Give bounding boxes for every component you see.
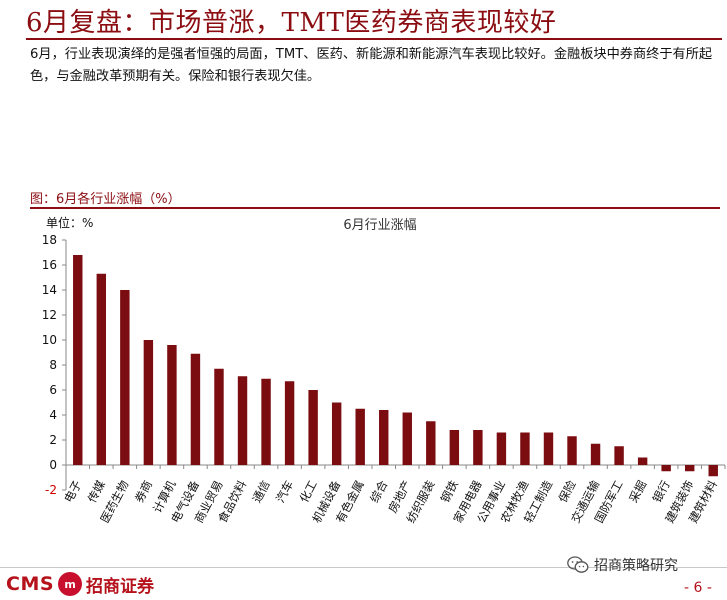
wechat-watermark: 招商策略研究 (567, 555, 678, 575)
bar (331, 402, 342, 465)
bar (167, 345, 177, 465)
bar (661, 465, 671, 472)
figure-divider (30, 207, 720, 209)
bar (637, 457, 648, 465)
x-category-label: 化工 (297, 478, 320, 505)
bar (73, 255, 83, 465)
summary-text: 6月，行业表现演绎的是强者恒强的局面，TMT、医药、新能源和新能源汽车表现比较好… (30, 47, 713, 84)
bar (402, 412, 412, 465)
x-category-label: 汽车 (273, 478, 296, 505)
bar (143, 340, 154, 465)
page-title: 6月复盘：市场普涨，TMT医药券商表现较好 (26, 8, 557, 38)
bar (614, 446, 624, 465)
bar (120, 290, 130, 465)
y-tick-label: 16 (42, 258, 57, 272)
y-tick-label: 14 (42, 283, 57, 297)
footer-divider (0, 567, 727, 568)
logo-cms-text: CMS (6, 573, 55, 595)
x-category-label: 传媒 (85, 478, 108, 505)
bar (355, 408, 365, 465)
y-tick-label: 18 (42, 233, 57, 247)
y-tick-label: 12 (42, 308, 57, 322)
bar (261, 378, 271, 465)
bar (308, 390, 318, 465)
bar (449, 430, 460, 465)
y-tick-label: 0 (49, 458, 57, 472)
y-tick-label: -2 (45, 483, 57, 497)
bar (543, 432, 554, 465)
bar (284, 381, 295, 465)
bar (426, 421, 436, 465)
bar (520, 432, 530, 465)
bar (237, 376, 248, 465)
y-tick-label: 8 (49, 358, 57, 372)
bar (214, 368, 224, 465)
figure-caption: 图：6月各行业涨幅（%） (30, 192, 181, 207)
chart-title: 6月行业涨幅 (343, 218, 417, 233)
x-category-label: 钢铁 (438, 478, 461, 505)
x-category-label: 电子 (61, 478, 84, 505)
unit-label: 单位：% (46, 216, 94, 230)
wechat-icon (567, 556, 589, 573)
bar (96, 273, 107, 465)
x-category-label: 银行 (650, 478, 673, 505)
logo-emblem: m (58, 572, 83, 596)
title-divider (26, 38, 722, 40)
wechat-account-name: 招商策略研究 (594, 558, 678, 574)
bar (473, 430, 483, 465)
bar (708, 465, 718, 477)
bar (496, 432, 507, 465)
bar (567, 436, 577, 465)
bar (590, 443, 601, 465)
bar (379, 410, 389, 465)
y-tick-label: 4 (49, 408, 57, 422)
y-tick-label: 6 (49, 383, 57, 397)
bar (190, 353, 201, 465)
x-category-label: 保险 (556, 478, 579, 505)
logo-company-name: 招商证券 (86, 576, 155, 597)
x-category-label: 综合 (367, 478, 390, 505)
page-number: - 6 - (684, 580, 712, 596)
y-tick-label: 10 (42, 333, 57, 347)
cms-logo: CMS m 招商证券 (6, 571, 154, 597)
x-category-label: 券商 (132, 478, 155, 505)
x-category-label: 通信 (250, 478, 273, 505)
bar (684, 465, 695, 472)
y-tick-label: 2 (49, 433, 57, 447)
x-category-label: 采掘 (626, 478, 649, 505)
